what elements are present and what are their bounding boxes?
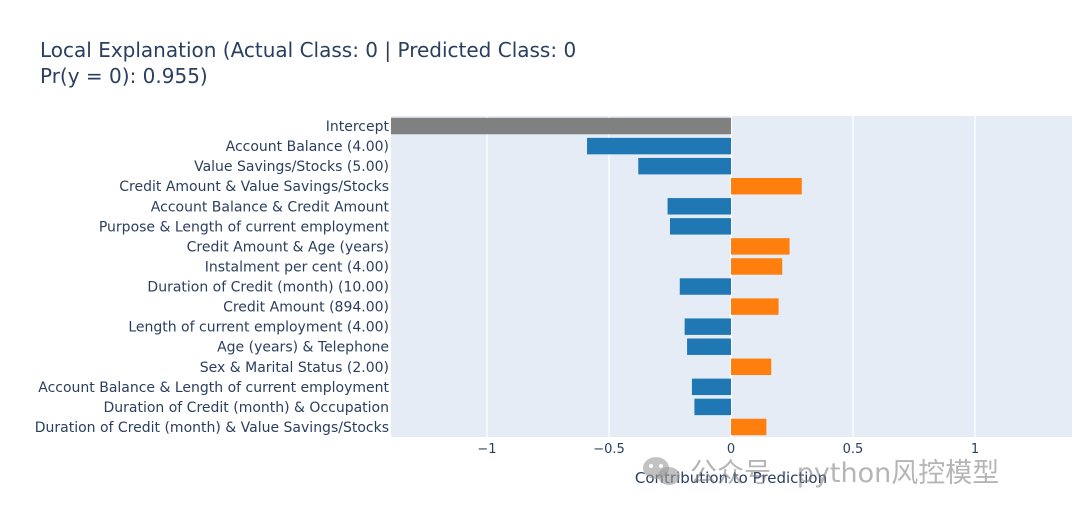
bar — [679, 278, 731, 295]
x-tick-labels: −1 −0.5 0 0.5 1 — [477, 442, 979, 457]
bar — [638, 157, 731, 175]
category-label: Duration of Credit (month) & Value Savin… — [35, 420, 389, 436]
category-label: Credit Amount (894.00) — [223, 300, 389, 316]
chart-subtitle: Pr(y = 0): 0.955) — [40, 64, 208, 88]
bar — [691, 378, 731, 396]
bar — [731, 358, 772, 376]
bar — [684, 318, 731, 335]
watermark-text: 公众号 · python风控模型 — [690, 458, 999, 489]
x-tick-label: 1 — [971, 442, 979, 457]
bar — [687, 338, 731, 355]
bar — [731, 418, 767, 436]
chart-title: Local Explanation (Actual Class: 0 | Pre… — [40, 38, 576, 62]
x-tick-label: 0 — [727, 442, 735, 457]
wechat-icon — [643, 457, 680, 485]
category-label: Intercept — [326, 119, 390, 135]
x-tick-label: −0.5 — [593, 442, 625, 457]
bar — [731, 298, 779, 315]
bar — [667, 198, 731, 215]
bar — [731, 177, 802, 195]
category-label: Purpose & Length of current employment — [99, 219, 390, 235]
x-tick-label: 0.5 — [843, 442, 864, 457]
category-label: Account Balance & Length of current empl… — [38, 380, 389, 396]
category-label: Credit Amount & Value Savings/Stocks — [119, 179, 389, 195]
bar — [731, 238, 790, 255]
category-label: Credit Amount & Age (years) — [187, 239, 389, 255]
category-label: Sex & Marital Status (2.00) — [200, 360, 389, 376]
x-tick-label: −1 — [477, 442, 496, 457]
bar — [391, 117, 731, 135]
bar — [670, 218, 731, 235]
category-label: Account Balance & Credit Amount — [151, 199, 390, 215]
category-label: Duration of Credit (month) & Occupation — [103, 400, 389, 416]
category-labels: Intercept Account Balance (4.00) Value Sav… — [35, 119, 390, 436]
category-label: Length of current employment (4.00) — [128, 320, 389, 336]
x-axis-title: Contribution to Prediction — [635, 469, 827, 487]
bar — [731, 258, 783, 275]
bar — [694, 398, 731, 416]
watermark: 公众号 · python风控模型 — [643, 457, 999, 489]
category-label: Age (years) & Telephone — [217, 340, 389, 356]
bar — [587, 137, 731, 155]
category-label: Instalment per cent (4.00) — [205, 259, 389, 275]
bars — [391, 117, 802, 436]
category-label: Account Balance (4.00) — [226, 139, 389, 155]
category-label: Value Savings/Stocks (5.00) — [194, 159, 389, 175]
category-label: Duration of Credit (month) (10.00) — [147, 280, 389, 296]
